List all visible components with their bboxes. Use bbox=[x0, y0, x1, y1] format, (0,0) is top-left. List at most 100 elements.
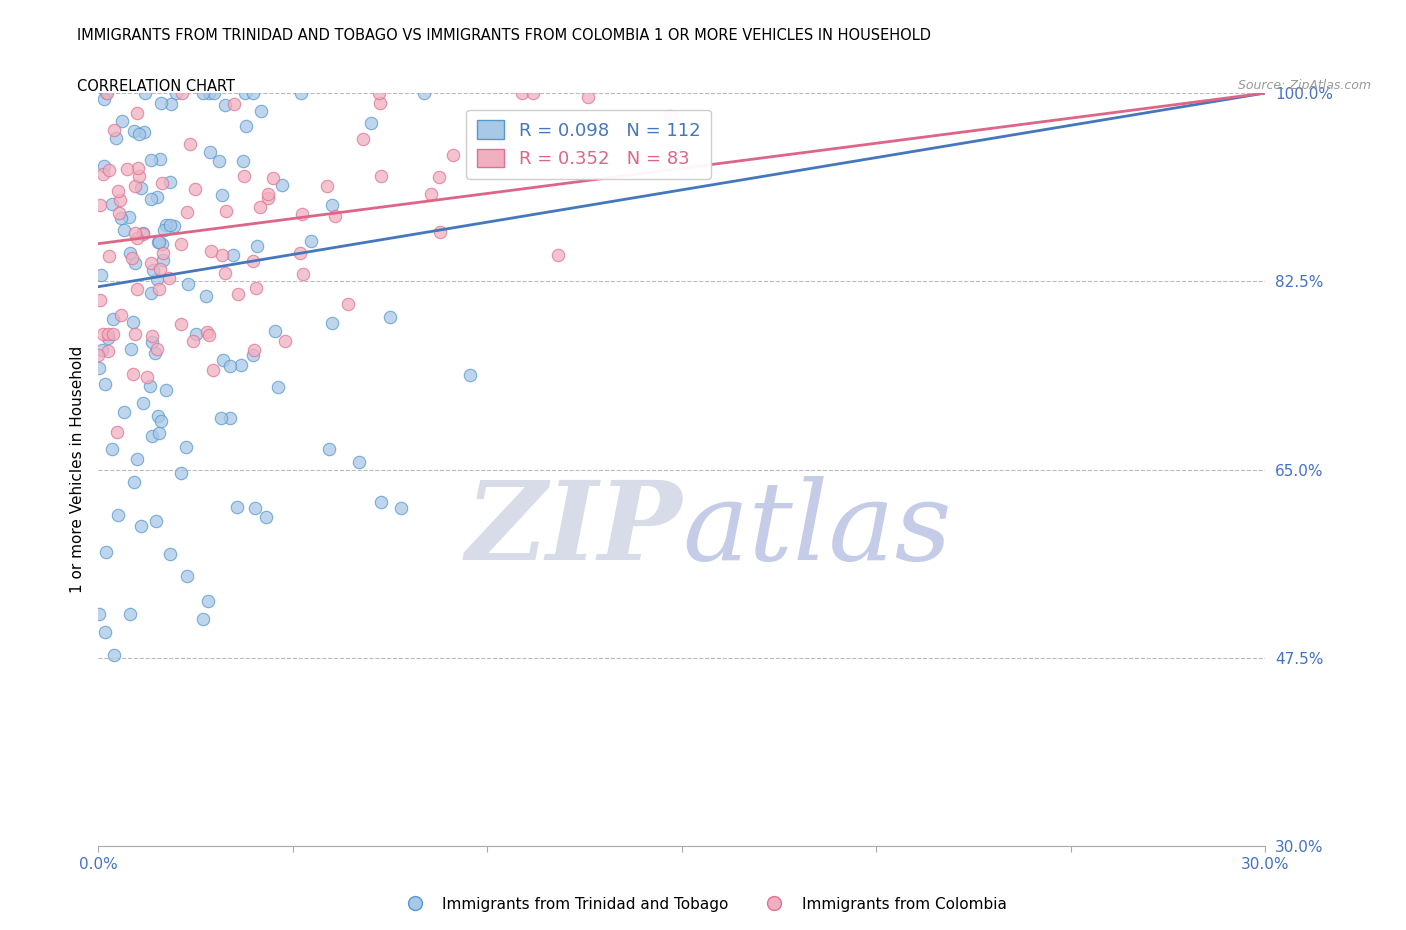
Point bbox=[360, 115, 382, 130]
Point bbox=[125, 452, 148, 467]
Point bbox=[132, 395, 155, 410]
Point bbox=[96, 86, 118, 100]
Point bbox=[107, 206, 129, 220]
Point bbox=[368, 96, 391, 111]
Point bbox=[101, 326, 124, 341]
Point bbox=[122, 314, 145, 329]
Point bbox=[142, 262, 165, 277]
Point bbox=[87, 348, 110, 363]
Point bbox=[246, 238, 269, 253]
Point bbox=[91, 342, 114, 357]
Point bbox=[121, 341, 143, 356]
Point bbox=[125, 282, 148, 297]
Point bbox=[242, 253, 264, 268]
Point bbox=[274, 334, 297, 349]
Point bbox=[139, 192, 162, 206]
Point bbox=[125, 231, 148, 246]
Point bbox=[658, 109, 681, 124]
Point bbox=[150, 176, 173, 191]
Point bbox=[94, 377, 117, 392]
Point bbox=[315, 178, 337, 193]
Point bbox=[198, 327, 221, 342]
Point bbox=[441, 148, 464, 163]
Point bbox=[169, 236, 191, 251]
Point bbox=[152, 246, 174, 260]
Point bbox=[124, 327, 146, 342]
Point bbox=[214, 98, 236, 113]
Point bbox=[211, 188, 233, 203]
Point bbox=[131, 180, 153, 195]
Point bbox=[174, 440, 197, 455]
Point bbox=[492, 131, 515, 146]
Point bbox=[318, 442, 340, 457]
Point bbox=[427, 169, 450, 184]
Point bbox=[90, 267, 112, 282]
Point bbox=[149, 152, 172, 166]
Point bbox=[145, 341, 167, 356]
Point bbox=[114, 223, 136, 238]
Text: ZIP: ZIP bbox=[465, 476, 682, 584]
Point bbox=[146, 190, 169, 205]
Point bbox=[141, 335, 163, 350]
Point bbox=[200, 244, 222, 259]
Point bbox=[181, 334, 204, 349]
Point bbox=[159, 218, 181, 232]
Point bbox=[270, 178, 292, 193]
Point bbox=[103, 647, 125, 662]
Point bbox=[132, 124, 155, 139]
Point bbox=[110, 308, 132, 323]
Point bbox=[202, 86, 225, 100]
Y-axis label: 1 or more Vehicles in Household: 1 or more Vehicles in Household bbox=[69, 346, 84, 593]
Point bbox=[94, 625, 117, 640]
Point bbox=[159, 547, 181, 562]
Point bbox=[87, 606, 110, 621]
Point bbox=[124, 256, 146, 271]
Point bbox=[254, 510, 277, 525]
Point bbox=[145, 513, 167, 528]
Point bbox=[141, 429, 163, 444]
Point bbox=[176, 276, 198, 291]
Point bbox=[512, 86, 534, 100]
Point bbox=[149, 95, 172, 110]
Point bbox=[125, 105, 148, 120]
Point bbox=[186, 326, 208, 341]
Point bbox=[242, 348, 264, 363]
Point bbox=[141, 328, 163, 343]
Point bbox=[194, 289, 217, 304]
Point bbox=[198, 86, 221, 100]
Point bbox=[148, 234, 170, 249]
Point bbox=[352, 132, 374, 147]
Point bbox=[262, 170, 284, 185]
Point bbox=[152, 252, 174, 267]
Point bbox=[112, 405, 135, 419]
Point bbox=[235, 118, 257, 133]
Point bbox=[321, 197, 343, 212]
Point bbox=[110, 210, 132, 225]
Point bbox=[148, 408, 170, 423]
Point bbox=[97, 330, 120, 345]
Point bbox=[150, 237, 173, 252]
Point bbox=[143, 346, 166, 361]
Point bbox=[429, 224, 451, 239]
Point bbox=[215, 204, 238, 219]
Point bbox=[149, 261, 172, 276]
Point bbox=[89, 292, 111, 307]
Point bbox=[249, 200, 271, 215]
Point bbox=[128, 169, 150, 184]
Point bbox=[117, 162, 139, 177]
Point bbox=[264, 323, 287, 338]
Point bbox=[266, 379, 288, 394]
Point bbox=[336, 297, 359, 312]
Point bbox=[93, 159, 115, 174]
Point bbox=[105, 130, 128, 145]
Point bbox=[290, 86, 312, 100]
Point bbox=[107, 184, 129, 199]
Point bbox=[378, 310, 401, 325]
Point bbox=[153, 223, 176, 238]
Point bbox=[150, 414, 173, 429]
Point bbox=[250, 103, 273, 118]
Point bbox=[243, 500, 266, 515]
Point bbox=[170, 86, 193, 100]
Point bbox=[226, 286, 249, 301]
Point bbox=[211, 247, 233, 262]
